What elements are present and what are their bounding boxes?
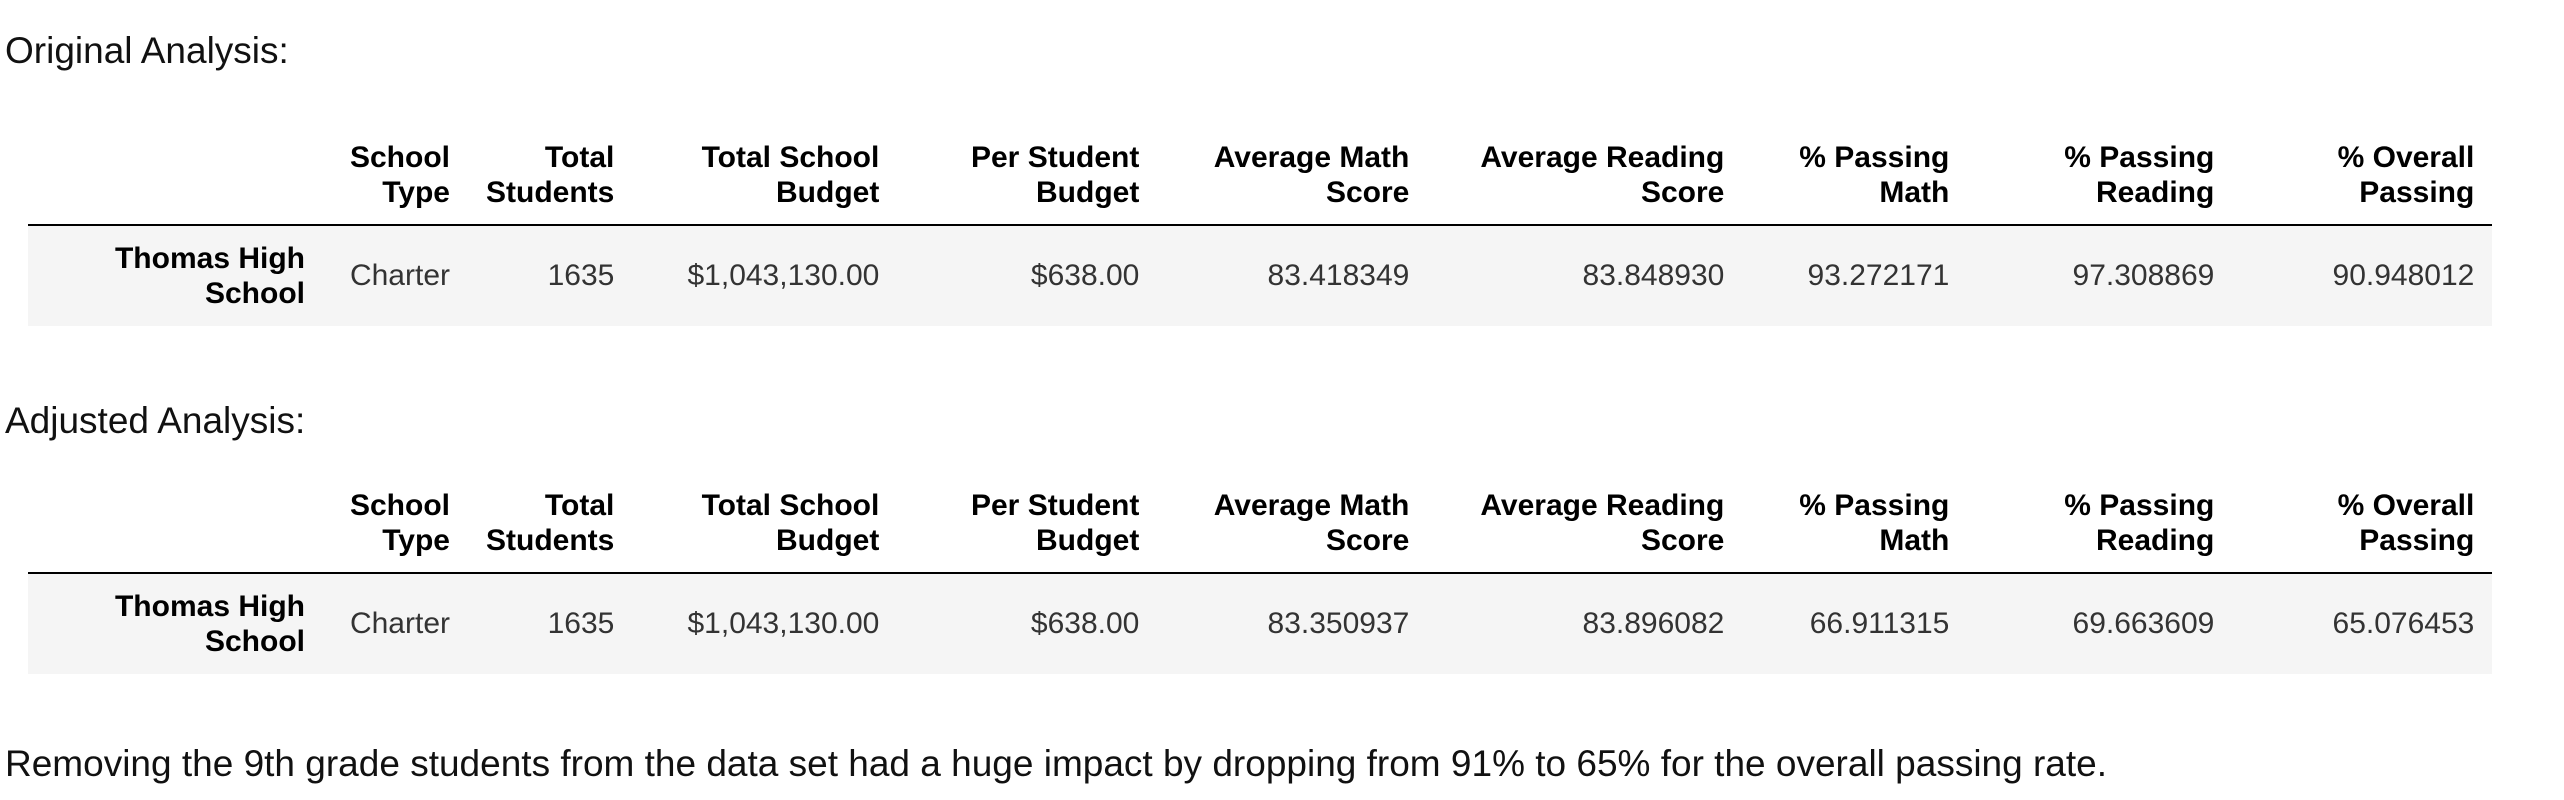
column-header-average-reading-score: Average Reading Score	[1427, 488, 1743, 574]
column-header-total-students: Total Students	[468, 140, 633, 226]
original-analysis-table: School Type Total Students Total School Bud…	[28, 140, 2493, 326]
column-header-total-school-budget: Total School Budget	[632, 140, 898, 226]
column-header-average-math-score: Average Math Score	[1157, 488, 1428, 574]
column-header-passing-math: % Passing Math	[1742, 140, 1968, 226]
cell-total-students: 1635	[468, 573, 633, 674]
row-label: Thomas High School	[28, 225, 323, 326]
column-header-average-reading-score: Average Reading Score	[1427, 140, 1743, 226]
cell-per-student-budget: $638.00	[897, 573, 1158, 674]
column-header-school-type: School Type	[323, 140, 468, 226]
cell-total-students: 1635	[468, 225, 633, 326]
cell-overall-passing: 65.076453	[2232, 573, 2493, 674]
table-row: Thomas High School Charter 1635 $1,043,13…	[28, 225, 2493, 326]
adjusted-analysis-heading: Adjusted Analysis:	[5, 400, 306, 441]
cell-average-math-score: 83.418349	[1157, 225, 1428, 326]
cell-passing-math: 93.272171	[1742, 225, 1968, 326]
adjusted-analysis-table: School Type Total Students Total School Bud…	[28, 488, 2493, 674]
cell-total-school-budget: $1,043,130.00	[632, 225, 898, 326]
column-header-overall-passing: % Overall Passing	[2232, 140, 2493, 226]
column-header-per-student-budget: Per Student Budget	[897, 488, 1158, 574]
header-row: School Type Total Students Total School Bud…	[28, 140, 2493, 226]
index-header	[28, 140, 323, 226]
conclusion-text: Removing the 9th grade students from the…	[5, 743, 2108, 784]
row-label: Thomas High School	[28, 573, 323, 674]
header-row: School Type Total Students Total School Bud…	[28, 488, 2493, 574]
cell-passing-reading: 69.663609	[1967, 573, 2233, 674]
column-header-passing-reading: % Passing Reading	[1967, 140, 2233, 226]
column-header-school-type: School Type	[323, 488, 468, 574]
column-header-total-school-budget: Total School Budget	[632, 488, 898, 574]
column-header-overall-passing: % Overall Passing	[2232, 488, 2493, 574]
index-header	[28, 488, 323, 574]
table-row: Thomas High School Charter 1635 $1,043,13…	[28, 573, 2493, 674]
cell-school-type: Charter	[323, 573, 468, 674]
column-header-total-students: Total Students	[468, 488, 633, 574]
cell-average-reading-score: 83.896082	[1427, 573, 1743, 674]
cell-passing-math: 66.911315	[1742, 573, 1968, 674]
cell-school-type: Charter	[323, 225, 468, 326]
cell-average-math-score: 83.350937	[1157, 573, 1428, 674]
column-header-per-student-budget: Per Student Budget	[897, 140, 1158, 226]
cell-overall-passing: 90.948012	[2232, 225, 2493, 326]
column-header-average-math-score: Average Math Score	[1157, 140, 1428, 226]
cell-per-student-budget: $638.00	[897, 225, 1158, 326]
cell-passing-reading: 97.308869	[1967, 225, 2233, 326]
column-header-passing-math: % Passing Math	[1742, 488, 1968, 574]
original-analysis-heading: Original Analysis:	[5, 30, 289, 71]
cell-average-reading-score: 83.848930	[1427, 225, 1743, 326]
cell-total-school-budget: $1,043,130.00	[632, 573, 898, 674]
column-header-passing-reading: % Passing Reading	[1967, 488, 2233, 574]
